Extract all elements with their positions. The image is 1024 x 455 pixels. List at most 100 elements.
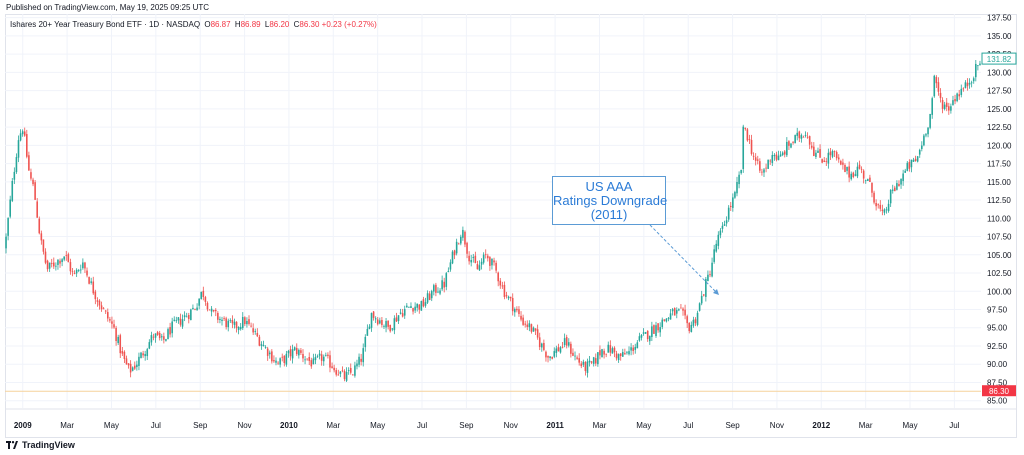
- candle-body: [821, 159, 823, 163]
- price-axis[interactable]: 85.00 87.50 90.00 92.50 95.00 97.50 100.00 102.…: [987, 14, 1012, 406]
- candle-body: [601, 349, 603, 358]
- candle-body: [208, 309, 211, 311]
- candle-body: [850, 173, 853, 180]
- y-tick-label: 122.50: [987, 123, 1012, 132]
- candle-body: [256, 332, 259, 337]
- candle-body: [723, 224, 726, 226]
- candle-body: [339, 371, 342, 374]
- x-tick-label: Jul: [417, 421, 427, 430]
- candle-body: [121, 351, 124, 354]
- candle-body: [233, 321, 236, 325]
- candle-body: [669, 313, 672, 320]
- candle-body: [729, 205, 732, 208]
- candle-body: [877, 204, 880, 206]
- candle-body: [555, 348, 558, 353]
- y-tick-label: 125.00: [987, 105, 1012, 114]
- y-tick-label: 135.00: [987, 32, 1012, 41]
- candle-body: [418, 304, 421, 310]
- candle-body: [451, 251, 454, 264]
- candle-body: [698, 303, 701, 311]
- candle-body: [968, 82, 971, 85]
- candle-body: [709, 274, 711, 276]
- candle-body: [918, 149, 921, 155]
- price-chart[interactable]: 85.00 87.50 90.00 92.50 95.00 97.50 100.00 102.…: [5, 14, 1017, 438]
- candle-body: [82, 262, 84, 269]
- candle-body: [609, 345, 612, 353]
- candle-body: [144, 354, 146, 357]
- candle-body: [399, 312, 402, 314]
- candle-body: [532, 327, 535, 332]
- candle-body: [673, 308, 676, 316]
- candle-body: [835, 152, 838, 159]
- candle-body: [742, 126, 745, 169]
- candle-body: [497, 272, 499, 282]
- candle-body: [541, 343, 543, 348]
- candle-body: [119, 335, 122, 354]
- last-price-badge: [981, 52, 1017, 65]
- candle-body: [75, 269, 78, 274]
- candle-body: [94, 291, 97, 300]
- candle-body: [721, 225, 724, 229]
- candle-body: [248, 319, 250, 324]
- candle-body: [864, 180, 867, 182]
- x-tick-label: Sep: [459, 421, 474, 430]
- candle-body: [88, 277, 90, 284]
- candle-body: [196, 307, 198, 311]
- candle-body: [817, 150, 819, 153]
- candle-body: [520, 315, 522, 320]
- candle-body: [775, 154, 778, 160]
- candle-body: [557, 347, 560, 352]
- y-tick-label: 115.00: [987, 178, 1011, 187]
- candle-body: [480, 261, 483, 265]
- candle-body: [310, 360, 313, 367]
- candle-body: [937, 82, 940, 92]
- rating-downgrade-annotation[interactable]: US AAA Ratings Downgrade (2011): [552, 176, 667, 225]
- candle-body: [408, 306, 410, 308]
- candle-body: [314, 357, 317, 361]
- candle-body: [781, 152, 784, 155]
- candle-body: [626, 352, 628, 354]
- candle-body: [397, 315, 400, 322]
- candle-body: [401, 313, 404, 317]
- candle-body: [790, 143, 792, 148]
- candle-body: [179, 318, 182, 325]
- candle-body: [374, 318, 377, 320]
- candle-body: [642, 332, 645, 334]
- candle-body: [198, 298, 200, 306]
- candle-body: [617, 354, 620, 361]
- published-header: Published on TradingView.com, May 19, 20…: [6, 3, 210, 12]
- tradingview-logo-icon: [6, 441, 18, 449]
- candle-body: [628, 351, 630, 355]
- candle-body: [335, 370, 338, 375]
- symbol-title: Ishares 20+ Year Treasury Bond ETF · 1D …: [10, 20, 201, 29]
- time-axis[interactable]: 2009 Mar May Jul Sep Nov 2010 Mar May Jul Sep Nov 20…: [14, 421, 960, 430]
- candle-body: [40, 233, 43, 241]
- candle-body: [283, 355, 286, 364]
- candle-body: [759, 161, 761, 171]
- candle-body: [900, 178, 902, 185]
- candle-body: [362, 348, 365, 363]
- tradingview-brand[interactable]: TradingView: [6, 440, 75, 450]
- candle-body: [150, 335, 153, 343]
- candle-body: [258, 336, 261, 346]
- candle-body: [136, 364, 138, 368]
- candle-body: [435, 284, 437, 293]
- candle-body: [777, 155, 780, 161]
- candle-body: [206, 302, 209, 310]
- candle-body: [931, 98, 933, 115]
- symbol-legend[interactable]: Ishares 20+ Year Treasury Bond ETF · 1D …: [10, 20, 377, 29]
- y-tick-label: 127.50: [987, 87, 1012, 96]
- candle-body: [659, 327, 661, 333]
- candle-body: [414, 306, 416, 311]
- candle-body: [522, 317, 524, 325]
- candle-body: [237, 326, 240, 331]
- candle-body: [453, 250, 456, 256]
- candle-body: [750, 139, 753, 154]
- candle-body: [767, 159, 769, 169]
- candle-body: [829, 151, 832, 156]
- candle-body: [422, 299, 425, 307]
- y-tick-label: 107.50: [987, 233, 1012, 242]
- candle-body: [86, 270, 88, 276]
- candle-body: [572, 352, 574, 356]
- candle-body: [538, 337, 541, 348]
